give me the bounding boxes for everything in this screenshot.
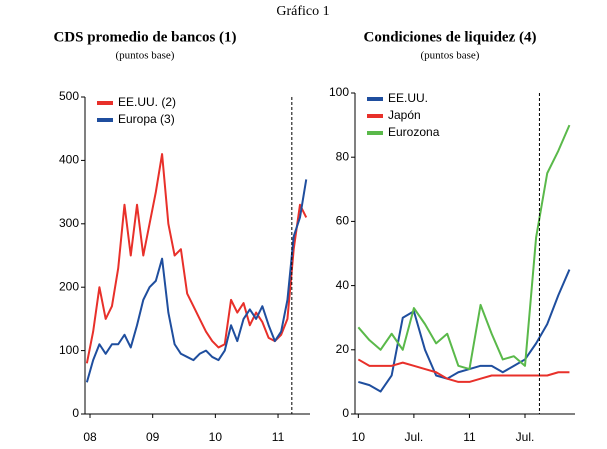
x-tick-label: Jul.	[516, 430, 535, 444]
y-tick-label: 500	[59, 89, 79, 103]
y-tick-label: 100	[329, 85, 349, 99]
series-line	[85, 179, 308, 383]
figure-title: Gráfico 1	[276, 4, 329, 19]
chart-subtitle: (puntos base)	[421, 50, 480, 62]
y-tick-label: 0	[342, 406, 349, 420]
y-tick-label: 40	[336, 278, 350, 292]
legend-label: Eurozona	[388, 125, 440, 139]
y-tick-label: 300	[59, 216, 79, 230]
chart-title: CDS promedio de bancos (1)	[53, 29, 236, 45]
y-tick-label: 20	[336, 342, 350, 356]
legend-label: EE.UU. (2)	[118, 95, 176, 109]
y-tick-label: 80	[336, 149, 350, 163]
y-tick-label: 60	[336, 214, 350, 228]
series-line	[357, 358, 570, 383]
legend-label: EE.UU.	[388, 91, 428, 105]
x-tick-label: 10	[352, 430, 366, 444]
series-line	[85, 153, 308, 364]
y-tick-label: 100	[59, 343, 79, 357]
x-tick-label: 11	[272, 430, 285, 444]
x-tick-label: 09	[146, 430, 160, 444]
series-line	[357, 124, 571, 371]
chart-subtitle: (puntos base)	[116, 50, 175, 62]
y-tick-label: 0	[72, 406, 79, 420]
x-tick-label: 11	[463, 430, 476, 444]
y-tick-label: 200	[59, 279, 79, 293]
legend-label: Europa (3)	[118, 112, 175, 126]
x-tick-label: 10	[209, 430, 223, 444]
x-tick-label: Jul.	[405, 430, 424, 444]
series-line	[358, 269, 571, 393]
chart-title: Condiciones de liquidez (4)	[364, 29, 537, 45]
y-tick-label: 400	[59, 153, 79, 167]
x-tick-label: 08	[83, 430, 97, 444]
legend-label: Japón	[388, 108, 421, 122]
